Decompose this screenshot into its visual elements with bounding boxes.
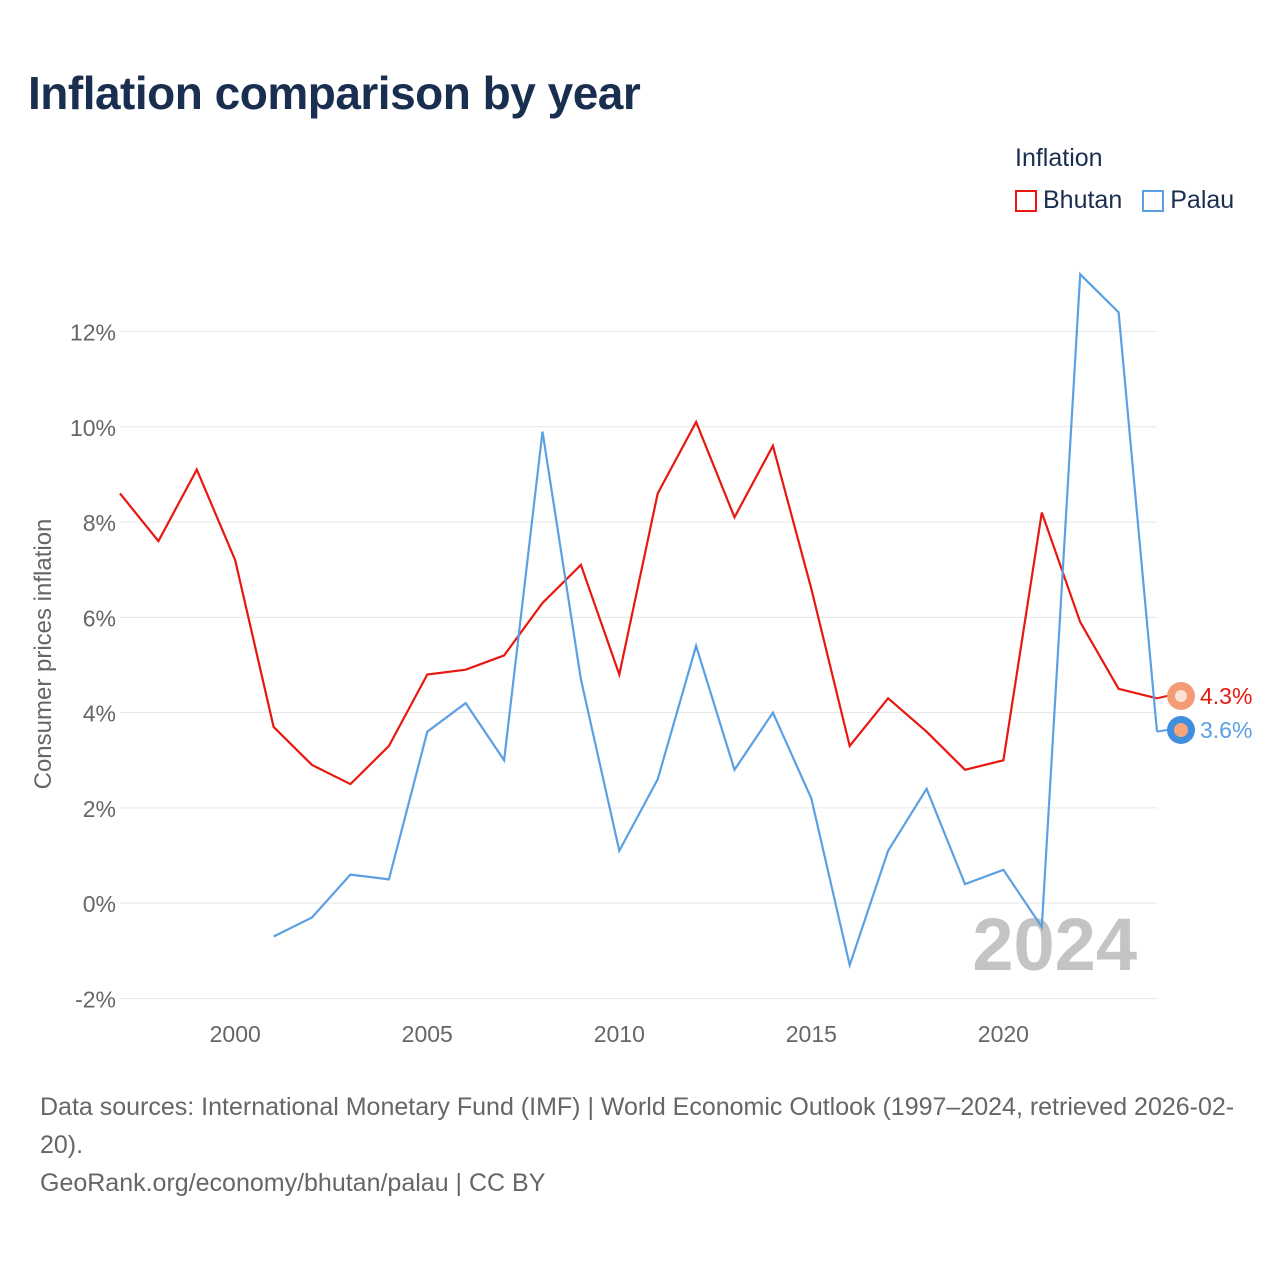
legend: Bhutan Palau bbox=[1015, 186, 1254, 215]
x-tick-label: 2005 bbox=[402, 1021, 453, 1047]
legend-item-bhutan[interactable]: Bhutan bbox=[1015, 186, 1122, 215]
end-value-label-bhutan: 4.3% bbox=[1200, 683, 1252, 709]
footer: Data sources: International Monetary Fun… bbox=[40, 1088, 1250, 1202]
legend-title: Inflation bbox=[1015, 144, 1103, 172]
x-tick-label: 2000 bbox=[210, 1021, 261, 1047]
x-tick-label: 2010 bbox=[594, 1021, 645, 1047]
legend-label-palau: Palau bbox=[1170, 186, 1235, 214]
y-tick-label: 0% bbox=[83, 891, 116, 917]
legend-label-bhutan: Bhutan bbox=[1043, 186, 1123, 214]
year-label: 2024 bbox=[972, 903, 1137, 986]
chart-title: Inflation comparison by year bbox=[28, 67, 641, 119]
data-source-note: Data sources: International Monetary Fun… bbox=[40, 1093, 1235, 1159]
credit-link[interactable]: GeoRank.org/economy/bhutan/palau | CC BY bbox=[40, 1169, 546, 1197]
y-tick-label: 4% bbox=[83, 701, 116, 727]
series-line-palau[interactable] bbox=[273, 271, 1159, 970]
y-tick-label: 12% bbox=[70, 319, 116, 345]
end-marker-emblem-palau bbox=[1174, 723, 1188, 737]
line-chart: -2% 0% 2% 4% 6% 8% 10% 12% 2000 2005 2010 2015 2020 C… bbox=[30, 271, 1252, 1047]
end-connector-palau bbox=[1156, 729, 1168, 733]
x-tick-label: 2020 bbox=[978, 1021, 1029, 1047]
y-tick-label: 8% bbox=[83, 510, 116, 536]
y-tick-label: 2% bbox=[83, 796, 116, 822]
series-line-bhutan[interactable] bbox=[119, 419, 1158, 786]
legend-swatch-bhutan bbox=[1015, 189, 1037, 212]
legend-swatch-palau bbox=[1142, 189, 1165, 212]
end-connector-bhutan bbox=[1156, 695, 1168, 700]
y-axis-label: Consumer prices inflation bbox=[30, 519, 57, 790]
x-tick-label: 2015 bbox=[786, 1021, 837, 1047]
y-tick-label: 6% bbox=[83, 605, 116, 631]
legend-item-palau[interactable]: Palau bbox=[1142, 186, 1234, 215]
y-tick-label: 10% bbox=[70, 415, 116, 441]
end-value-label-palau: 3.6% bbox=[1200, 717, 1252, 743]
y-tick-label: -2% bbox=[75, 986, 116, 1012]
end-marker-emblem-bhutan bbox=[1175, 690, 1187, 702]
